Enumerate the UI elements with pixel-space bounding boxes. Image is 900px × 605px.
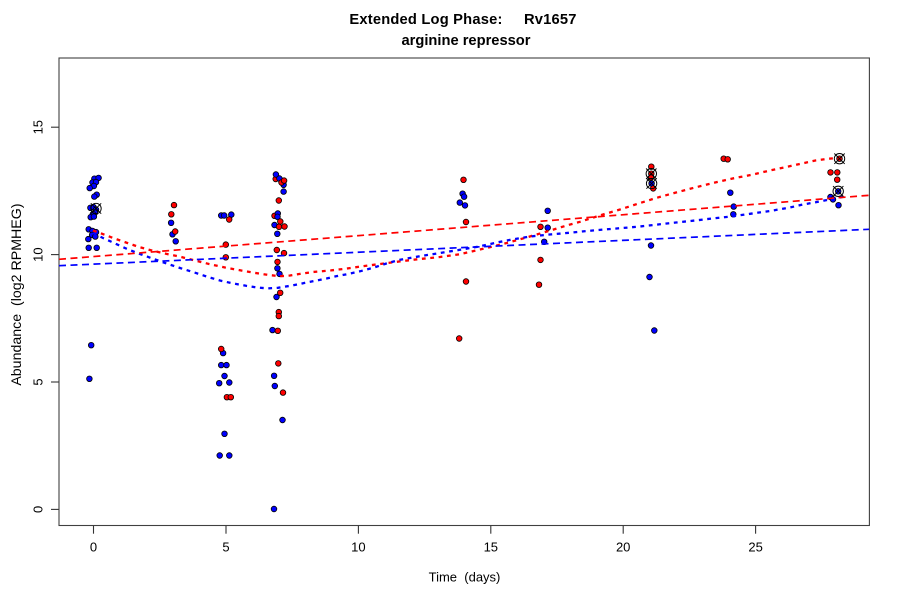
svg-text:Time (days): Time (days) <box>429 570 501 585</box>
svg-text:20: 20 <box>616 540 630 555</box>
svg-text:10: 10 <box>351 540 365 555</box>
svg-text:0: 0 <box>90 540 97 555</box>
svg-text:15: 15 <box>484 540 498 555</box>
svg-text:Extended Log Phase: Rv1657: Extended Log Phase: Rv1657 <box>349 12 576 28</box>
svg-text:5: 5 <box>31 378 46 385</box>
svg-text:arginine repressor: arginine repressor <box>402 33 531 49</box>
svg-text:0: 0 <box>31 506 46 513</box>
svg-text:10: 10 <box>31 247 46 261</box>
svg-text:Abundance (log2 RPMHEG): Abundance (log2 RPMHEG) <box>9 204 25 386</box>
svg-text:25: 25 <box>748 540 762 555</box>
svg-text:15: 15 <box>31 120 46 134</box>
svg-text:5: 5 <box>222 540 229 555</box>
